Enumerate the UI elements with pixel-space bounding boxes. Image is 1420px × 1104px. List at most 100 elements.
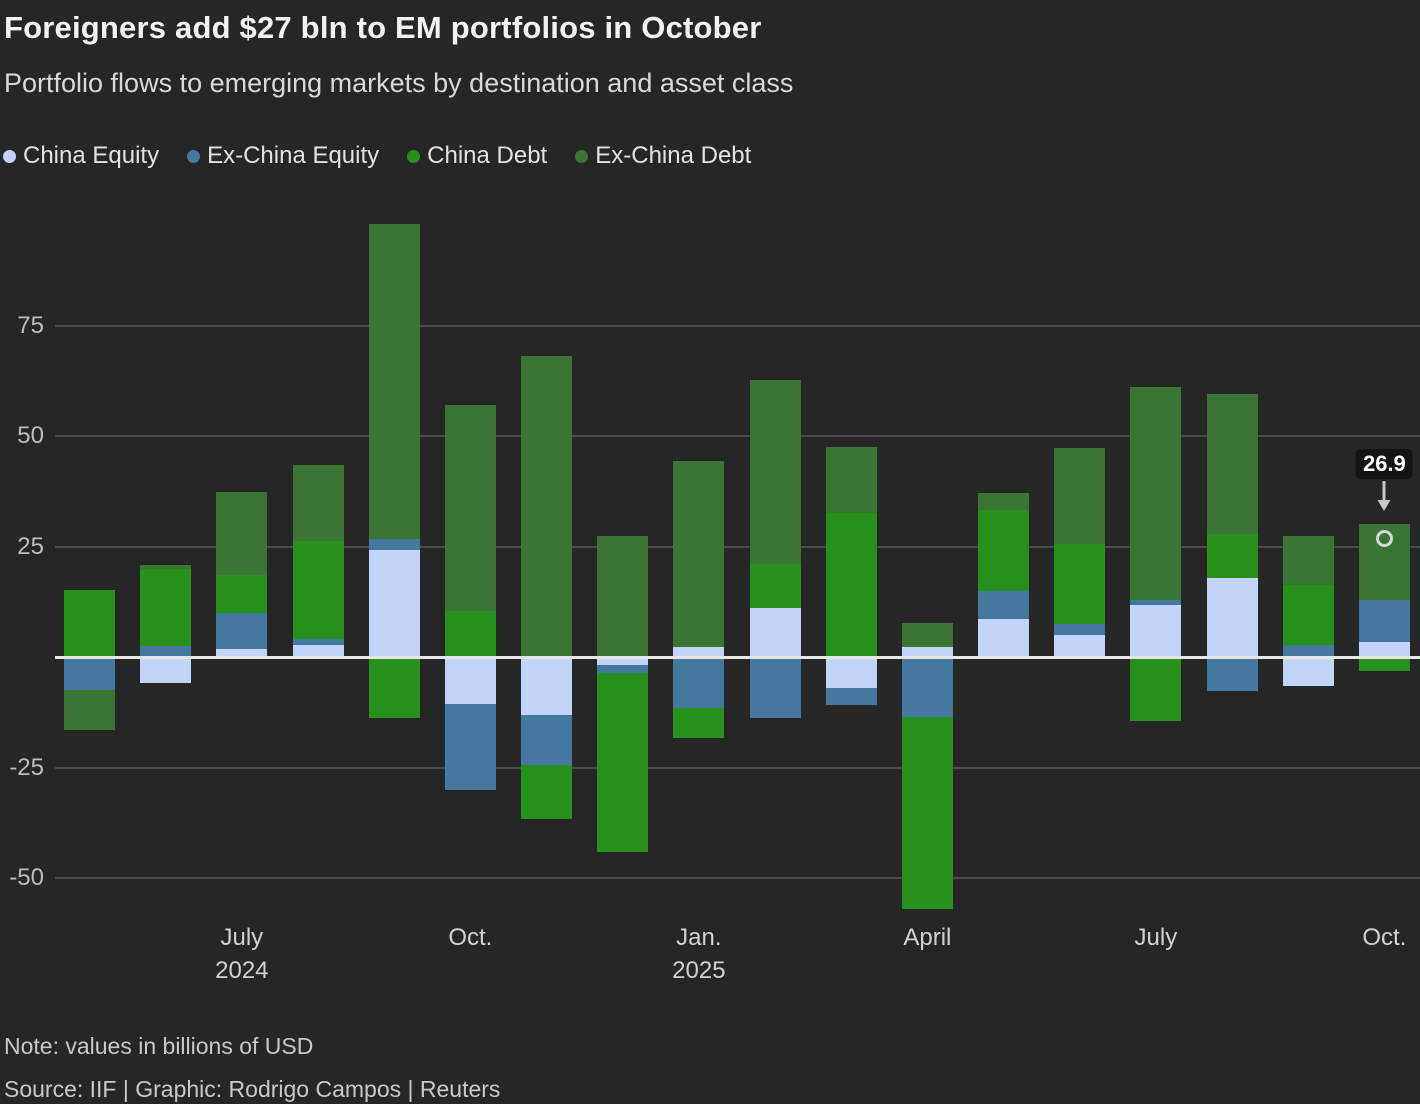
bar-segment-nov-2024-ex-china-debt: [521, 356, 573, 657]
bar-segment-dec-2024-china-debt: [597, 673, 649, 853]
gridline--25: [55, 766, 1420, 769]
bar-segment-may-2025-ex-china-debt: [978, 493, 1030, 510]
bar-segment-mar-2025-ex-china-equity: [825, 687, 877, 705]
y-axis-label-25: 25: [17, 532, 44, 560]
y-axis-label--25: -25: [9, 753, 44, 781]
bar-segment-sep-2025-china-equity: [1282, 657, 1334, 686]
legend-item-ex-china-equity: Ex-China Equity: [187, 142, 379, 170]
bar-segment-apr-2025-china-equity: [901, 647, 953, 657]
legend-dot-icon: [187, 149, 201, 163]
bar-segment-jun-2024-china-equity: [140, 657, 192, 683]
bar-segment-feb-2025-ex-china-equity: [749, 657, 801, 719]
bar-segment-jul-2024-ex-china-debt: [216, 492, 268, 575]
bar-segment-mar-2025-china-debt: [825, 512, 877, 657]
bar-segment-jan-2025-china-debt: [673, 708, 725, 738]
y-axis-label-50: 50: [17, 422, 44, 449]
x-tick-line2: 2024: [215, 957, 269, 984]
bar-segment-apr-2025-ex-china-equity: [901, 657, 953, 717]
legend-dot-icon: [407, 149, 421, 163]
bar-segment-nov-2024-china-debt: [521, 764, 573, 820]
legend-label: Ex-China Equity: [207, 142, 380, 169]
bar-segment-jun-2025-china-equity: [1054, 634, 1106, 657]
bar-segment-jul-2025-china-debt: [1130, 657, 1182, 721]
bar-segment-oct-2024-ex-china-equity: [444, 703, 496, 791]
x-axis-label-july: July 2024: [215, 921, 268, 987]
x-tick-line1: April: [903, 924, 952, 951]
x-tick-line1: July: [1134, 924, 1178, 951]
x-tick-line1: Jan.: [676, 924, 722, 951]
bar-segment-aug-2025-china-equity: [1206, 577, 1258, 657]
gridline-75: [55, 324, 1420, 327]
x-axis-label-oct: Oct.: [1362, 921, 1406, 954]
annotation-ring-marker: [1375, 529, 1393, 547]
bar-segment-sep-2024-china-debt: [368, 657, 420, 718]
annotation-arrow-icon: [1376, 481, 1392, 516]
bar-segment-jul-2024-china-debt: [216, 574, 268, 614]
bar-segment-oct-2025-ex-china-equity: [1358, 599, 1410, 642]
bar-segment-jan-2025-ex-china-equity: [673, 657, 725, 709]
legend: China Equity Ex-China Equity China Debt Ex-…: [3, 142, 751, 170]
bar-segment-may-2025-china-equity: [978, 619, 1030, 657]
bar-segment-jan-2025-ex-china-debt: [673, 460, 725, 648]
bar-segment-may-2024-china-debt: [64, 589, 115, 657]
bar-segment-jul-2025-china-equity: [1130, 604, 1182, 657]
bar-segment-jul-2024-ex-china-equity: [216, 613, 268, 650]
legend-item-ex-china-debt: Ex-China Debt: [575, 142, 751, 170]
x-axis-label-july: July: [1135, 921, 1178, 954]
bar-segment-sep-2024-china-equity: [368, 550, 420, 657]
bar-segment-aug-2024-ex-china-equity: [292, 639, 344, 646]
x-tick-line1: July: [220, 924, 264, 951]
bar-segment-jun-2024-ex-china-debt: [140, 564, 192, 570]
bar-segment-jul-2025-ex-china-equity: [1130, 600, 1182, 605]
bar-segment-oct-2024-china-equity: [444, 657, 496, 704]
bar-segment-jan-2025-china-equity: [673, 647, 725, 657]
bar-segment-oct-2024-ex-china-debt: [444, 404, 496, 612]
bar-segment-sep-2024-ex-china-debt: [368, 224, 420, 539]
x-axis-label-oct: Oct.: [448, 921, 492, 954]
bar-segment-aug-2025-ex-china-equity: [1206, 657, 1258, 691]
bar-segment-dec-2024-china-equity: [597, 657, 649, 665]
zero-baseline: [55, 656, 1420, 659]
bar-segment-aug-2024-china-debt: [292, 540, 344, 640]
x-tick-line1: Oct.: [448, 924, 493, 951]
bar-segment-feb-2025-china-equity: [749, 608, 801, 657]
bar-segment-jul-2025-ex-china-debt: [1130, 387, 1182, 601]
bar-segment-may-2025-ex-china-equity: [978, 590, 1030, 620]
legend-label: Ex-China Debt: [595, 142, 752, 169]
bar-segment-dec-2024-ex-china-debt: [597, 536, 649, 657]
gridline--50: [55, 877, 1420, 879]
gridline-25: [55, 545, 1420, 548]
x-tick-line2: 2025: [672, 957, 726, 984]
chart-subtitle: Portfolio flows to emerging markets by d…: [4, 68, 794, 98]
bar-segment-may-2024-ex-china-debt: [64, 689, 115, 730]
source-credit: Source: IIF | Graphic: Rodrigo Campos | …: [4, 1076, 501, 1102]
bar-segment-sep-2024-ex-china-equity: [368, 538, 420, 551]
x-tick-line1: Oct.: [1362, 924, 1407, 951]
bar-segment-aug-2024-ex-china-debt: [292, 465, 344, 541]
bar-segment-sep-2025-ex-china-equity: [1282, 644, 1334, 657]
legend-label: China Debt: [427, 142, 548, 169]
bar-segment-apr-2025-china-debt: [901, 716, 953, 910]
bar-segment-feb-2025-china-debt: [749, 563, 801, 609]
bar-segment-sep-2025-ex-china-debt: [1282, 535, 1334, 585]
gridline-50: [55, 435, 1420, 437]
footnote: Note: values in billions of USD: [4, 1033, 314, 1059]
bar-segment-aug-2025-ex-china-debt: [1206, 394, 1258, 535]
bar-segment-may-2024-ex-china-equity: [64, 657, 115, 690]
legend-dot-icon: [3, 149, 16, 163]
y-axis-label-75: 75: [17, 311, 44, 339]
legend-item-china-equity: China Equity: [3, 142, 159, 170]
bar-segment-jun-2025-ex-china-debt: [1054, 448, 1106, 544]
annotation-value-label: 26.9: [1355, 449, 1413, 479]
legend-dot-icon: [575, 149, 589, 163]
bar-segment-dec-2024-ex-china-equity: [597, 664, 649, 674]
bar-segment-jun-2024-ex-china-equity: [140, 646, 192, 657]
y-axis-label--50: -50: [9, 864, 44, 891]
legend-label: China Equity: [23, 142, 160, 169]
bar-segment-apr-2025-ex-china-debt: [901, 622, 953, 648]
bar-segment-may-2025-china-debt: [978, 509, 1030, 591]
bar-segment-jun-2025-ex-china-equity: [1054, 623, 1106, 635]
bar-segment-jun-2024-china-debt: [140, 569, 192, 647]
bar-segment-nov-2024-ex-china-equity: [521, 714, 573, 765]
